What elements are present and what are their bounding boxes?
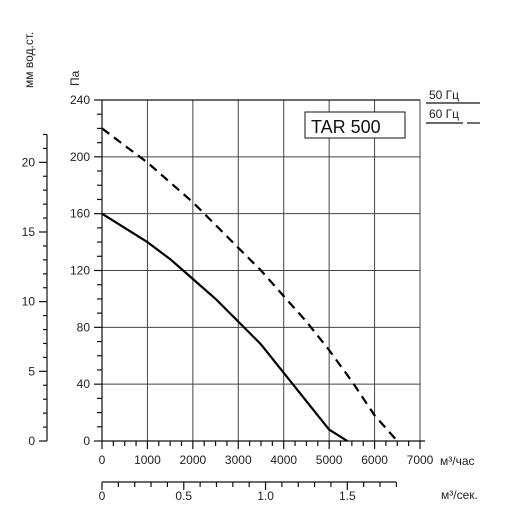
x-tick-label: 2000 xyxy=(180,453,207,467)
x2-tick-label: 0.5 xyxy=(175,489,192,503)
y2-tick-label: 15 xyxy=(22,225,36,239)
y-tick-label: 40 xyxy=(77,377,91,391)
axes xyxy=(39,99,425,490)
x-axis-title-m3s: м³/сек. xyxy=(441,488,478,502)
x2-tick-label: 0 xyxy=(99,489,106,503)
y-tick-label: 0 xyxy=(83,434,90,448)
y-axis-title-mm: мм вод.ст. xyxy=(22,32,36,88)
x2-tick-label: 1.0 xyxy=(257,489,274,503)
curve-60hz xyxy=(101,127,399,442)
x-tick-label: 6000 xyxy=(361,453,388,467)
y-tick-label: 200 xyxy=(70,150,90,164)
x-tick-label: 4000 xyxy=(270,453,297,467)
legend-50hz-label: 50 Гц xyxy=(429,88,459,102)
y-tick-label: 160 xyxy=(70,207,90,221)
tick-labels: 0 1000 2000 3000 4000 5000 6000 700004080120160… xyxy=(22,93,434,503)
y2-tick-label: 20 xyxy=(22,155,36,169)
x-tick-label: 0 xyxy=(99,453,106,467)
curve-50hz xyxy=(101,212,348,442)
legend-60hz-label: 60 Гц xyxy=(429,107,459,121)
x-tick-label: 7000 xyxy=(407,453,434,467)
y2-tick-label: 0 xyxy=(28,434,35,448)
x-tick-label: 5000 xyxy=(316,453,343,467)
x-tick-label: 3000 xyxy=(225,453,252,467)
y-tick-label: 80 xyxy=(77,320,91,334)
y-tick-label: 120 xyxy=(70,264,90,278)
y-axis-title-pa: Па xyxy=(68,70,82,86)
x2-tick-label: 1.5 xyxy=(339,489,356,503)
series-lines xyxy=(101,127,399,442)
y2-tick-label: 10 xyxy=(22,295,36,309)
model-label: TAR 500 xyxy=(311,117,381,137)
y2-tick-label: 5 xyxy=(28,364,35,378)
y-tick-label: 240 xyxy=(70,93,90,107)
model-label-box xyxy=(304,111,406,139)
x-axis-title-m3h: м³/час xyxy=(440,454,475,468)
x-tick-label: 1000 xyxy=(134,453,161,467)
